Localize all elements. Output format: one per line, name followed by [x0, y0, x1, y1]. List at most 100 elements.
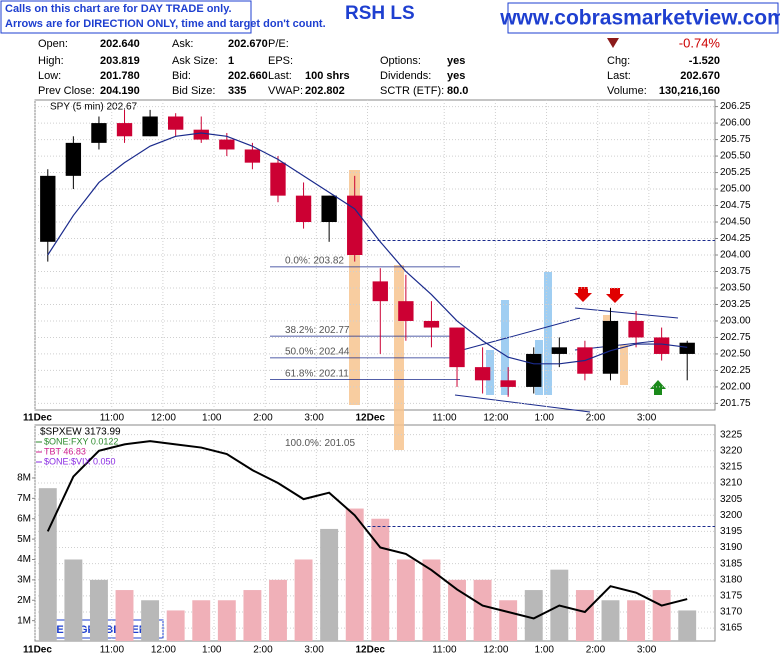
volume-bar: [192, 600, 211, 641]
candle-body: [142, 116, 158, 137]
x-tick-label: 11:00: [432, 645, 457, 656]
site-box: [507, 2, 779, 34]
candle-body: [423, 320, 440, 328]
y-tick-label: 205.75: [720, 134, 751, 145]
down-arrow: [606, 288, 624, 303]
x-tick-label: 3:00: [304, 645, 324, 656]
quote-label: SCTR (ETF):: [380, 85, 444, 97]
y-tick-label: 3165: [720, 623, 743, 634]
volume-bar: [294, 559, 313, 641]
trend-line: [574, 307, 679, 319]
quote-label: Bid Size:: [172, 85, 215, 97]
volume-bar: [89, 579, 108, 641]
symbol-title: RSH LS: [345, 3, 415, 24]
quote-value: 80.0: [447, 85, 468, 97]
quote-label: Open:: [38, 38, 68, 50]
fib-label: 0.0%: 203.82: [285, 256, 344, 267]
volume-bar: [627, 600, 646, 641]
candle-body: [116, 123, 133, 137]
legend-entry: TBT 46.83: [44, 446, 86, 456]
volume-bar: [524, 590, 543, 641]
quote-value: 100 shrs: [305, 70, 350, 82]
candle-body: [449, 327, 465, 368]
volume-tick-label: 8M: [17, 473, 31, 484]
y-tick-label: 205.00: [720, 184, 751, 195]
volume-bar: [678, 610, 697, 641]
quote-label: Bid:: [172, 70, 191, 82]
notice-line: Calls on this chart are for DAY TRADE on…: [5, 3, 232, 15]
y-tick-label: 202.00: [720, 382, 751, 393]
volume-bar: [345, 508, 364, 641]
y-tick-label: 3190: [720, 542, 743, 553]
quote-value: 202.640: [100, 38, 140, 50]
y-tick-label: 3225: [720, 429, 743, 440]
x-tick-label: 11:00: [100, 413, 125, 424]
quote-value: 202.802: [305, 85, 345, 97]
trend-line: [454, 317, 581, 353]
change-pct: -0.74%: [679, 35, 721, 50]
y-tick-label: 204.25: [720, 233, 751, 244]
volume-bar: [217, 600, 236, 641]
y-tick-label: 3180: [720, 574, 743, 585]
quote-value: 1: [228, 55, 234, 67]
volume-bar: [422, 559, 441, 641]
up-arrow: [650, 380, 666, 395]
candle-body: [91, 123, 107, 143]
candle-body: [398, 301, 414, 321]
y-tick-label: 203.25: [720, 299, 751, 310]
quote-value: 202.660: [228, 70, 268, 82]
volume-bar: [38, 488, 57, 641]
quote-label: Ask:: [172, 38, 193, 50]
highlight-bar: [349, 170, 360, 405]
candle-body: [168, 116, 184, 130]
x-tick-label: 1:00: [535, 413, 555, 424]
candle-body: [193, 129, 209, 140]
quote-value: 335: [228, 85, 246, 97]
quote-label: Ask Size:: [172, 55, 218, 67]
quote-value: -1.520: [689, 55, 720, 67]
down-arrow: [574, 287, 592, 302]
volume-tick-label: 1M: [17, 615, 31, 626]
volume-bar: [141, 600, 160, 641]
candle-body: [270, 162, 286, 196]
x-tick-label: 1:00: [202, 413, 222, 424]
volume-bar: [371, 518, 390, 641]
volume-bar: [652, 590, 671, 641]
x-tick-label: 3:00: [637, 645, 657, 656]
price-line: [46, 440, 688, 620]
x-tick-label: 12:00: [151, 645, 176, 656]
quote-label: P/E:: [268, 38, 289, 50]
down-triangle: [607, 38, 619, 48]
quote-label: Last:: [607, 70, 631, 82]
x-tick-label: 11:00: [100, 645, 125, 656]
volume-bar: [243, 590, 262, 641]
quote-label: High:: [38, 55, 64, 67]
x-tick-label: 11Dec: [23, 645, 52, 656]
volume-tick-label: 3M: [17, 575, 31, 586]
x-tick-label: 2:00: [586, 645, 606, 656]
y-tick-label: 204.50: [720, 217, 751, 228]
y-tick-label: 3175: [720, 591, 743, 602]
candle-body: [40, 175, 56, 242]
candle-body: [653, 337, 670, 354]
quote-label: Low:: [38, 70, 61, 82]
y-tick-label: 203.75: [720, 266, 751, 277]
y-tick-label: 206.25: [720, 101, 751, 112]
volume-tick-label: 2M: [17, 595, 31, 606]
y-tick-label: 3195: [720, 526, 743, 537]
x-tick-label: 12:00: [483, 413, 508, 424]
volume-bar: [396, 559, 415, 641]
candle-body: [526, 353, 542, 387]
y-tick-label: 204.75: [720, 200, 751, 211]
legend-entry: $SPXEW 3173.99: [40, 427, 121, 438]
price-legend: SPY (5 min) 202.67: [50, 102, 138, 113]
volume-bar: [499, 600, 518, 641]
x-tick-label: 1:00: [535, 645, 555, 656]
x-tick-label: 2:00: [586, 413, 606, 424]
quote-label: Volume:: [607, 85, 647, 97]
volume-tick-label: 6M: [17, 513, 31, 524]
quote-label: Options:: [380, 55, 421, 67]
